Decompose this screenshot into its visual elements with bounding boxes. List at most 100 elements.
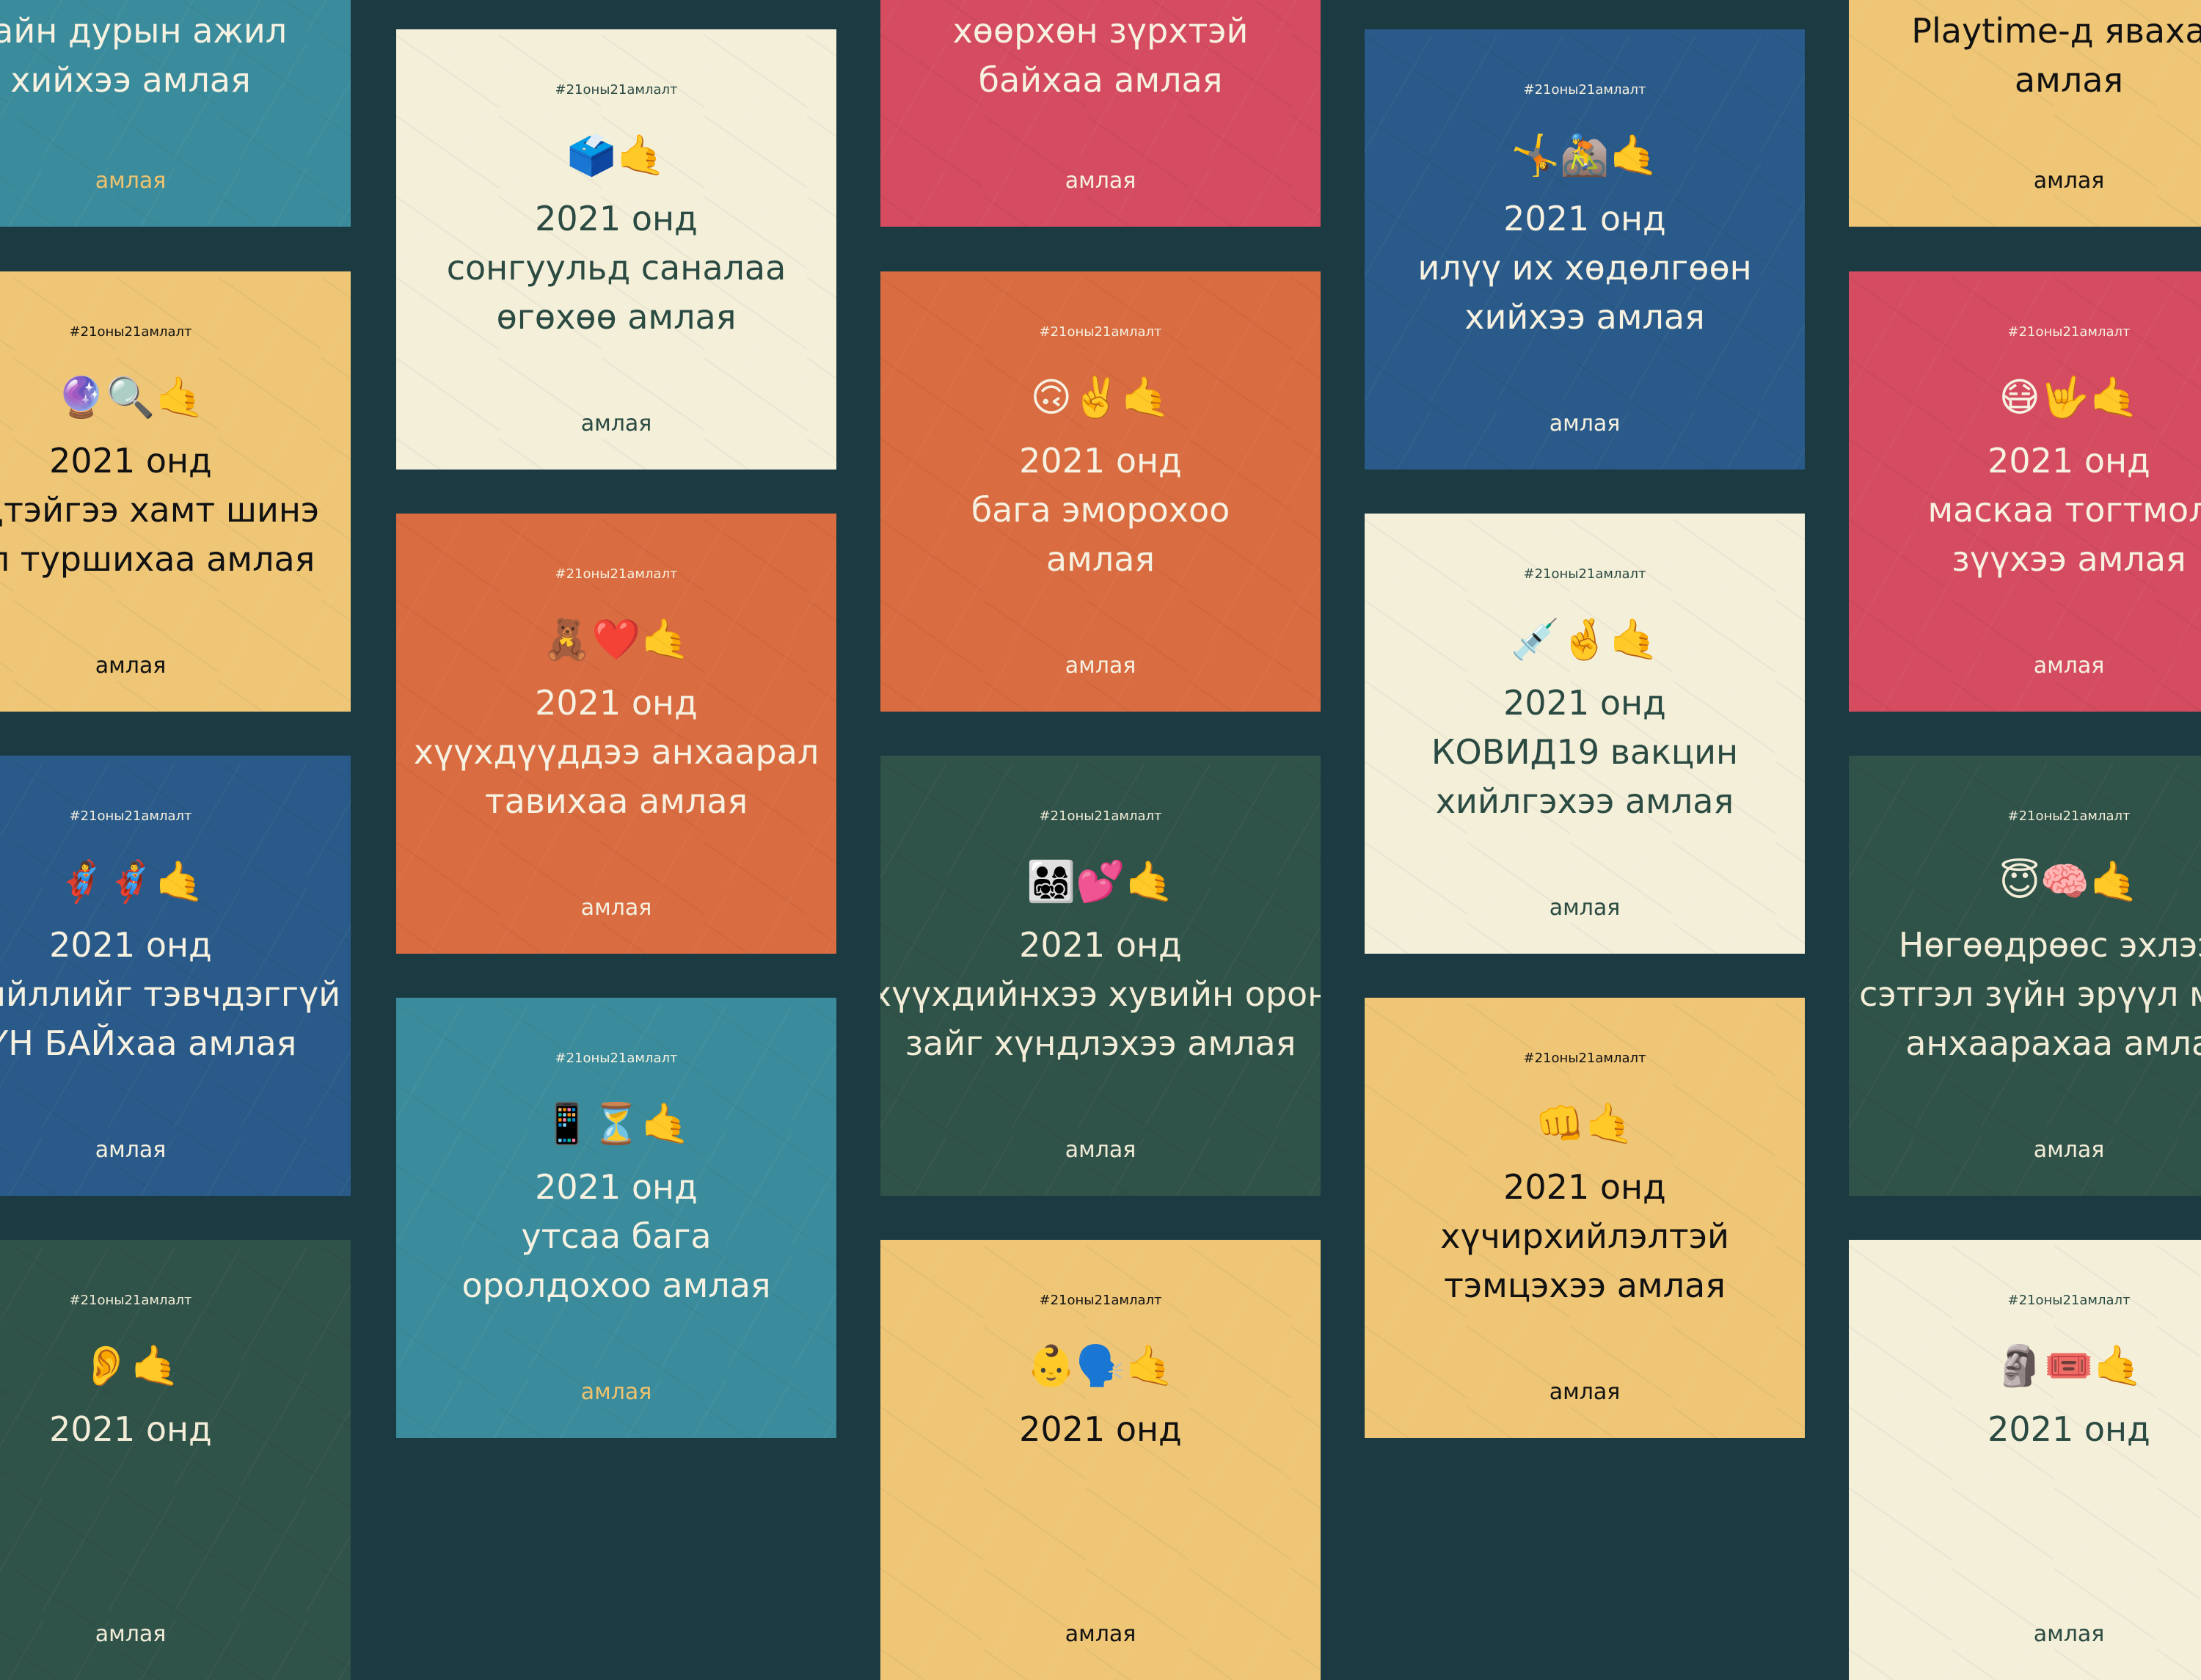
promise-text: 2021 онд хүчирхийлэлтэй тэмцэхээ амлая bbox=[1365, 1163, 1805, 1310]
card-footer: амлая bbox=[1065, 1621, 1136, 1647]
card-footer: амлая bbox=[2033, 653, 2105, 679]
promise-text: 2021 онд илүү их хөдөлгөөн хийхээ амлая bbox=[1365, 194, 1805, 342]
promise-line: амлая bbox=[2014, 60, 2124, 100]
promise-line: тавихаа амлая bbox=[484, 781, 748, 821]
promise-line: үйл туршихаа амлая bbox=[0, 539, 315, 579]
promise-line: хийхээ амлая bbox=[1464, 297, 1705, 337]
promise-line: 2021 онд bbox=[535, 683, 698, 723]
card-footer: амлая bbox=[1549, 895, 1621, 921]
emoji-icons: 🗳️🤙 bbox=[566, 132, 666, 178]
promise-card: #21оны21амлалт 👨‍👩‍👧‍👦💕🤙 2021 онд хүүхдийнх… bbox=[880, 756, 1321, 1196]
card-footer: амлая bbox=[580, 895, 652, 921]
emoji-icons: 😇🧠🤙 bbox=[1999, 858, 2139, 905]
emoji-icons: 🧸❤️🤙 bbox=[542, 616, 690, 662]
hashtag: #21оны21амлалт bbox=[1523, 82, 1646, 98]
hashtag: #21оны21амлалт bbox=[1523, 566, 1646, 582]
emoji-icons: 🗿🎟️🤙 bbox=[1995, 1343, 2143, 1389]
emoji-icons: 🤸🚵🤙 bbox=[1511, 132, 1659, 178]
emoji-icons: 👨‍👩‍👧‍👦💕🤙 bbox=[1026, 858, 1175, 905]
hashtag: #21оны21амлалт bbox=[2007, 1293, 2131, 1308]
card-footer: амлая bbox=[95, 168, 167, 194]
promise-line: сайн дурын ажил bbox=[0, 11, 288, 51]
promise-line: хэдтэйгээ хамт шинэ bbox=[0, 490, 320, 530]
emoji-icons: 🦸‍♀️🦸‍♂️🤙 bbox=[56, 858, 205, 905]
promise-text: сайн дурын ажил хийхээ амлая bbox=[0, 7, 351, 105]
promise-line: 2021 онд bbox=[49, 925, 212, 965]
promise-line: маскаа тогтмол bbox=[1927, 490, 2201, 530]
card-footer: амлая bbox=[95, 653, 167, 679]
promise-line: ХҮН БАЙхаа амлая bbox=[0, 1023, 297, 1063]
promise-text: 2021 онд хүүхдийнхээ хувийн орон зайг хүнд… bbox=[880, 921, 1321, 1068]
hashtag: #21оны21амлалт bbox=[555, 82, 678, 98]
promise-text: 2021 онд бага эморохоо амлая bbox=[880, 437, 1321, 584]
promise-line: 2021 онд bbox=[49, 441, 212, 481]
promise-line: 2021 онд bbox=[1019, 1409, 1182, 1449]
promise-text: 2021 онд bbox=[1849, 1405, 2201, 1454]
hashtag: #21оны21амлалт bbox=[1039, 808, 1162, 824]
hashtag: #21оны21амлалт bbox=[555, 566, 678, 582]
promise-line: сэтгэл зүйн эрүүл мэнд bbox=[1859, 974, 2201, 1014]
promise-card: #21оны21амлалт 👶🗣️🤙 2021 онд амлая bbox=[880, 1240, 1321, 1680]
hashtag: #21оны21амлалт bbox=[1523, 1051, 1646, 1066]
emoji-icons: 📱⏳🤙 bbox=[542, 1100, 690, 1147]
promise-line: 2021 онд bbox=[1503, 199, 1666, 238]
card-footer: амлая bbox=[2033, 168, 2105, 194]
promise-card: #21оны21амлалт 🧸❤️🤙 2021 онд хүүхдүүддээ ан… bbox=[396, 514, 836, 954]
card-footer: амлая bbox=[1065, 653, 1136, 679]
emoji-icons: 💉🤞🤙 bbox=[1511, 616, 1659, 662]
hashtag: #21оны21амлалт bbox=[555, 1051, 678, 1066]
promise-card: #21оны21амлалт 👂🤙 2021 онд амлая bbox=[0, 1240, 351, 1680]
promise-card: #21оны21амлалт 🤸🚵🤙 2021 онд илүү их хөдөлгө… bbox=[1365, 29, 1805, 470]
promise-text: 2021 онд маскаа тогтмол зүүхээ амлая bbox=[1849, 437, 2201, 584]
hashtag: #21оны21амлалт bbox=[2007, 808, 2131, 824]
promise-text: хөөрхөн зүрхтэй байхаа амлая bbox=[880, 7, 1321, 105]
card-footer: амлая bbox=[95, 1137, 167, 1163]
card-footer: амлая bbox=[580, 1379, 652, 1405]
promise-line: утсаа бага bbox=[521, 1216, 712, 1256]
promise-text: Playtime-д явахаа амлая bbox=[1849, 7, 2201, 105]
promise-line: зайг хүндлэхээ амлая bbox=[905, 1023, 1296, 1063]
promise-text: 2021 онд bbox=[880, 1405, 1321, 1454]
promise-card: #21оны21амлалт 👊🤙 2021 онд хүчирхийлэлтэй тэ… bbox=[1365, 998, 1805, 1438]
promise-line: 2021 онд bbox=[49, 1409, 212, 1449]
promise-line: илүү их хөдөлгөөн bbox=[1417, 248, 1752, 288]
promise-card: #21оны21амлалт 📱⏳🤙 2021 онд утсаа бага оролд… bbox=[396, 998, 836, 1438]
promise-line: 2021 онд bbox=[1503, 683, 1666, 723]
promise-card: сайн дурын ажил хийхээ амлая амлая bbox=[0, 0, 351, 227]
promise-line: 2021 онд bbox=[1503, 1167, 1666, 1207]
promise-line: байхаа амлая bbox=[978, 60, 1223, 100]
promise-line: бага эморохоо bbox=[971, 490, 1230, 530]
promise-line: зүүхээ амлая bbox=[1952, 539, 2186, 579]
emoji-icons: 👊🤙 bbox=[1535, 1100, 1635, 1147]
promise-text: 2021 онд хүүхдүүддээ анхаарал тавихаа амла… bbox=[396, 679, 836, 826]
promise-text: 2021 онд хэдтэйгээ хамт шинэ үйл туршихаа … bbox=[0, 437, 351, 584]
promise-text: 2021 онд утсаа бага оролдохоо амлая bbox=[396, 1163, 836, 1310]
promise-line: өгөхөө амлая bbox=[496, 297, 737, 337]
promise-line: 2021 онд bbox=[1988, 1409, 2150, 1449]
card-footer: амлая bbox=[1065, 168, 1136, 194]
emoji-icons: 👂🤙 bbox=[81, 1343, 180, 1389]
promise-line: Нөгөөдрөөс эхлээд bbox=[1898, 925, 2201, 965]
hashtag: #21оны21амлалт bbox=[2007, 324, 2131, 340]
promise-card: #21оны21амлалт 🦸‍♀️🦸‍♂️🤙 2021 онд ирхийллий… bbox=[0, 756, 351, 1196]
promise-card: #21оны21амлалт 😷🤟🤙 2021 онд маскаа тогтмол з… bbox=[1849, 271, 2201, 712]
promise-line: оролдохоо амлая bbox=[461, 1266, 771, 1305]
card-footer: амлая bbox=[1549, 411, 1621, 437]
promise-text: 2021 онд bbox=[0, 1405, 351, 1454]
promise-text: 2021 онд сонгуульд саналаа өгөхөө амлая bbox=[396, 194, 836, 342]
promise-line: Playtime-д явахаа bbox=[1911, 11, 2201, 51]
promise-text: Нөгөөдрөөс эхлээд сэтгэл зүйн эрүүл мэнд а… bbox=[1849, 921, 2201, 1068]
emoji-icons: 🙃✌️🤙 bbox=[1030, 374, 1171, 420]
promise-line: 2021 онд bbox=[535, 199, 698, 238]
promise-line: анхаарахаа амлая bbox=[1905, 1023, 2201, 1063]
hashtag: #21оны21амлалт bbox=[1039, 324, 1162, 340]
promise-line: амлая bbox=[1045, 539, 1156, 579]
hashtag: #21оны21амлалт bbox=[69, 1293, 192, 1308]
promise-card: #21оны21амлалт 🙃✌️🤙 2021 онд бага эморохоо а… bbox=[880, 271, 1321, 712]
hashtag: #21оны21амлалт bbox=[1039, 1293, 1162, 1308]
emoji-icons: 😷🤟🤙 bbox=[1999, 374, 2139, 420]
hashtag: #21оны21амлалт bbox=[69, 808, 192, 824]
promise-line: хүчирхийлэлтэй bbox=[1440, 1216, 1729, 1256]
promise-line: 2021 онд bbox=[1019, 441, 1182, 481]
promise-line: 2021 онд bbox=[535, 1167, 698, 1207]
